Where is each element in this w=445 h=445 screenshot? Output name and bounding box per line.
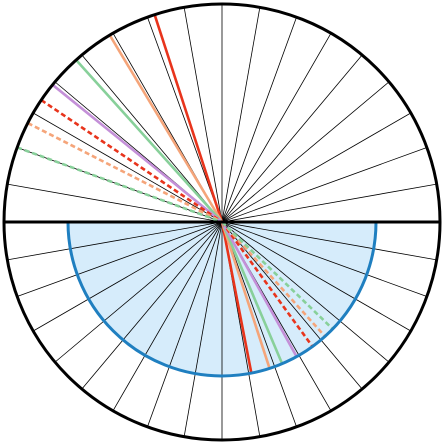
ray-red-dashed-refracted — [220, 221, 314, 348]
angle-spoke — [221, 7, 261, 223]
angle-spoke — [221, 54, 363, 223]
angle-spoke — [7, 183, 223, 223]
ray-green-dashed-refracted — [221, 221, 334, 330]
angle-spoke — [221, 183, 437, 223]
angle-spoke — [183, 221, 223, 437]
ray-orange-solid-incident — [108, 34, 224, 223]
ray-orange-solid-refracted — [220, 221, 271, 369]
angle-spoke — [81, 221, 223, 390]
angle-spoke — [33, 112, 223, 223]
angle-spoke — [221, 221, 411, 332]
angle-spoke — [54, 221, 223, 363]
semicircle-outline — [66, 221, 378, 378]
ray-red-solid-refracted — [220, 221, 253, 374]
ray-green-dashed-incident — [16, 146, 223, 224]
angle-spoke — [221, 221, 427, 297]
ray-red-solid-incident — [153, 14, 224, 223]
angle-spoke — [147, 221, 223, 427]
angle-spoke — [17, 221, 223, 297]
angle-spoke — [221, 221, 390, 363]
ray-orange-dashed-incident — [27, 121, 223, 224]
ray-orange-dashed-refracted — [221, 221, 327, 338]
protractor-circle — [2, 2, 442, 442]
angle-spoke — [221, 112, 411, 223]
ray-green-solid-refracted — [220, 221, 284, 365]
angle-spoke — [221, 81, 390, 223]
angle-spokes — [4, 4, 440, 440]
angle-spoke — [7, 221, 223, 261]
ray-red-dashed-incident — [40, 99, 223, 224]
angle-spoke — [221, 147, 427, 223]
angle-spoke — [33, 221, 223, 332]
light-rays — [16, 14, 334, 374]
ray-purple-solid-incident — [51, 83, 223, 224]
angle-spoke — [221, 33, 332, 223]
ray-purple-solid-refracted — [220, 221, 298, 358]
angle-spoke — [221, 17, 297, 223]
angle-spoke — [221, 221, 437, 261]
angle-spoke — [112, 221, 223, 411]
ray-green-solid-incident — [75, 59, 223, 223]
angle-spoke — [183, 7, 223, 223]
